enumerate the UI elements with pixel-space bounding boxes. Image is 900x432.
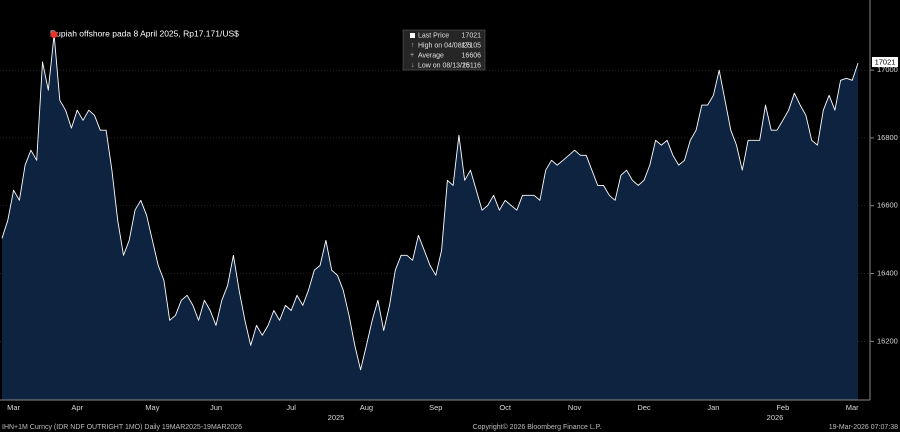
legend-box <box>402 29 486 71</box>
legend-value: 17105 <box>462 42 482 49</box>
x-tick-label: Sep <box>429 403 442 412</box>
legend-label: Average <box>418 52 444 59</box>
year-label: 2026 <box>767 413 784 422</box>
legend-marker: + <box>410 52 414 59</box>
x-tick-label: Feb <box>776 403 789 412</box>
last-price-tag-label: 17021 <box>875 57 896 66</box>
y-tick-label: 16400 <box>877 269 898 278</box>
y-tick-label: 16800 <box>877 133 898 142</box>
x-tick-label: Apr <box>71 403 83 412</box>
annotation: Rupiah offshore pada 8 April 2025, Rp17.… <box>50 28 239 38</box>
annotation-dot <box>50 31 58 39</box>
legend-marker <box>410 33 415 38</box>
legend-marker: ↑ <box>411 42 415 49</box>
x-tick-label: Jun <box>210 403 222 412</box>
last-price-tag <box>872 57 898 67</box>
y-tick-label: 16200 <box>877 336 898 345</box>
y-tick-label: 16600 <box>877 201 898 210</box>
legend-value: 17021 <box>462 32 482 39</box>
legend-marker: ↓ <box>411 62 415 69</box>
legend-label: Last Price <box>418 32 449 39</box>
footer-right: 19-Mar-2026 07:07:38 <box>829 424 898 431</box>
x-tick-label: Nov <box>568 403 582 412</box>
area-fill <box>2 34 858 400</box>
x-tick-label: Aug <box>360 403 373 412</box>
x-tick-label: Jan <box>707 403 719 412</box>
x-tick-label: Mar <box>7 403 20 412</box>
x-tick-label: Jul <box>286 403 296 412</box>
year-label: 2025 <box>328 413 345 422</box>
y-tick-label: 17000 <box>877 65 898 74</box>
footer-center: Copyright© 2026 Bloomberg Finance L.P. <box>473 423 602 431</box>
x-tick-label: May <box>145 403 159 412</box>
footer-left: IHN+1M Curncy (IDR NDF OUTRIGHT 1MO) Dai… <box>2 424 242 431</box>
legend-label: High on 04/08/25 <box>418 42 471 49</box>
x-tick-label: Oct <box>499 403 512 412</box>
legend-value: 16116 <box>462 62 481 69</box>
x-tick-label: Dec <box>637 403 651 412</box>
legend-label: Low on 08/13/25 <box>418 62 470 69</box>
price-line <box>1 34 859 371</box>
legend-value: 16606 <box>462 52 482 59</box>
x-tick-label: Mar <box>846 403 859 412</box>
